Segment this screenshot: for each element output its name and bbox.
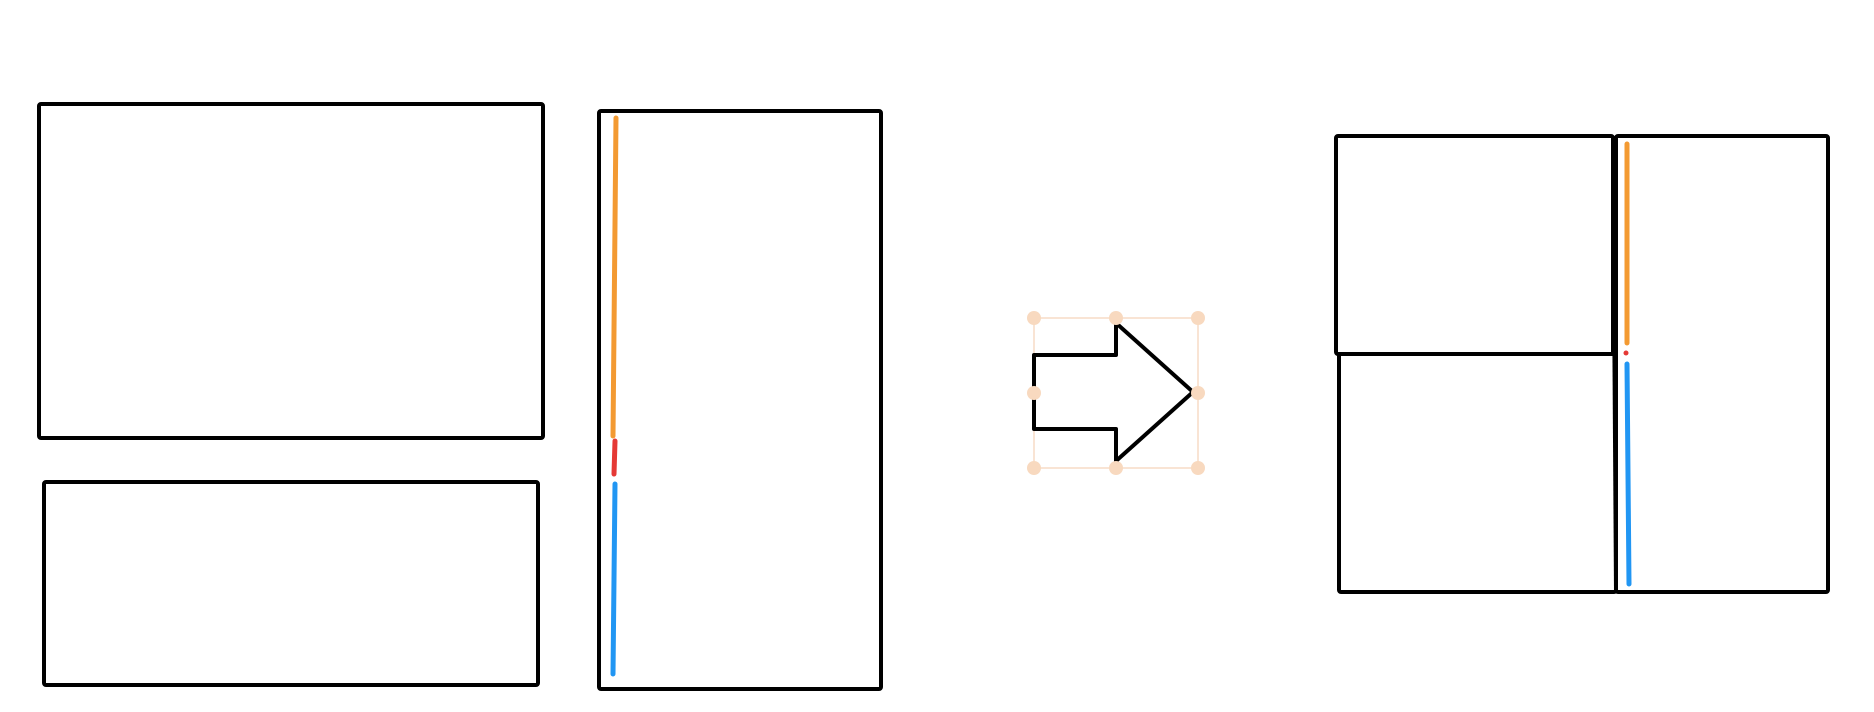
panel-top-left bbox=[37, 102, 545, 440]
handle-top-right[interactable] bbox=[1191, 311, 1205, 325]
panel-bottom-left bbox=[42, 480, 540, 687]
handle-bottom-middle[interactable] bbox=[1109, 461, 1123, 475]
panel-after-divider bbox=[1611, 135, 1618, 593]
handle-middle-right[interactable] bbox=[1191, 386, 1205, 400]
panel-tall-right bbox=[597, 109, 883, 691]
after-layout bbox=[1334, 134, 1830, 594]
before-layout bbox=[37, 102, 883, 691]
handle-bottom-right[interactable] bbox=[1191, 461, 1205, 475]
arrow-right-icon[interactable] bbox=[1032, 321, 1195, 463]
panel-after-top-left bbox=[1334, 134, 1615, 356]
guide-red bbox=[611, 438, 618, 477]
transition-arrow-group[interactable] bbox=[1027, 311, 1205, 475]
panel-after-bottom-left bbox=[1337, 352, 1618, 594]
panel-after-right bbox=[1614, 134, 1830, 594]
guide-after-red-dot bbox=[1623, 350, 1629, 356]
guide-orange bbox=[610, 115, 619, 439]
handle-top-left[interactable] bbox=[1027, 311, 1041, 325]
handle-middle-left[interactable] bbox=[1027, 386, 1041, 400]
handle-top-middle[interactable] bbox=[1109, 311, 1123, 325]
guide-blue bbox=[610, 481, 618, 677]
handle-bottom-left[interactable] bbox=[1027, 461, 1041, 475]
selection-handles[interactable] bbox=[1027, 311, 1205, 475]
guide-after-blue bbox=[1624, 361, 1632, 587]
